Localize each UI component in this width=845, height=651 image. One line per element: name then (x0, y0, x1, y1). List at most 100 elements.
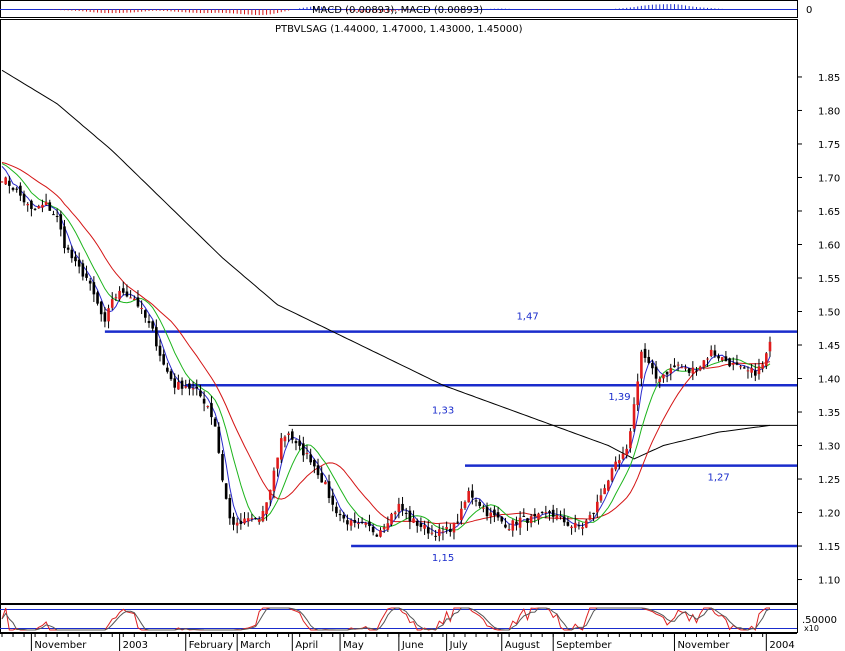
price-bar-body (731, 362, 735, 365)
price-bar-body (342, 514, 346, 519)
y-tick-label: 1.50 (818, 308, 840, 319)
price-bar-body (463, 501, 467, 508)
price-bar-body (713, 350, 717, 356)
price-bar-body (651, 363, 654, 369)
price-bar-body (540, 511, 544, 513)
price-bar-body (324, 481, 327, 485)
price-bar-body (573, 522, 577, 528)
price-bar-body (412, 518, 415, 523)
macd-label: MACD (0.00893), MACD (0.00893) (312, 5, 483, 16)
price-bar-body (173, 378, 177, 388)
price-bar-body (265, 502, 268, 515)
price-bar-body (474, 500, 478, 502)
x-tick-label: 2004 (769, 640, 794, 651)
price-bar-body (607, 480, 610, 491)
level-label: 1,47 (516, 312, 538, 323)
x-tick-label: June (401, 640, 424, 651)
oscillator-pane-frame (0, 604, 798, 633)
price-bar-body (136, 297, 140, 307)
y-tick-label: 1.15 (818, 542, 840, 553)
price-bar-body (401, 503, 404, 511)
price-bar-body (746, 370, 750, 372)
price-bar-body (735, 362, 739, 365)
price-bar-body (121, 288, 125, 293)
price-bar-body (33, 208, 37, 210)
y-tick-label: 1.60 (818, 240, 840, 251)
x-tick-label: 2003 (123, 640, 148, 651)
price-bar-body (717, 356, 720, 359)
price-bar-body (287, 433, 290, 435)
price-bar-body (166, 367, 169, 372)
x-tick-label: August (505, 640, 540, 651)
price-bar-body (709, 349, 713, 356)
price-bar-body (195, 386, 199, 389)
price-bar-body (346, 520, 349, 525)
price-bar-body (415, 521, 419, 526)
price-bar-body (603, 488, 606, 495)
price-bar-body (52, 214, 55, 216)
price-bar-body (654, 366, 658, 379)
price-bar-body (515, 521, 518, 525)
price-bar-body (452, 522, 456, 533)
price-bar-body (66, 247, 70, 250)
price-bar-body (489, 512, 493, 517)
price-bar-body (118, 290, 121, 300)
macd-histogram (45, 4, 771, 16)
price-bar-body (169, 371, 173, 380)
price-bar-body (191, 388, 195, 390)
price-bar-body (430, 532, 434, 534)
oscillator-signal-line (1, 607, 771, 631)
price-bar-body (423, 524, 426, 529)
price-bar-body (629, 431, 632, 449)
price-bar-body (529, 516, 533, 524)
price-bar-body (81, 263, 85, 277)
price-bar-body (537, 513, 540, 520)
price-bar-body (202, 398, 206, 404)
moving-averages (1, 69, 771, 534)
price-bar-body (147, 320, 151, 324)
price-bar-body (290, 431, 294, 440)
price-bar-body (107, 308, 110, 322)
price-bar-body (687, 368, 691, 373)
price-bar-body (235, 522, 239, 526)
price-bar-body (140, 307, 143, 309)
price-bar-body (213, 418, 217, 427)
price-bar-body (570, 526, 573, 529)
price-bar-body (199, 390, 202, 397)
price-bar-body (471, 490, 474, 498)
price-bar-body (360, 521, 364, 523)
price-bar-body (151, 321, 154, 329)
price-bar-body (103, 312, 107, 322)
price-bar-body (548, 511, 551, 514)
price-bar-body (504, 524, 507, 528)
price-bar-body (555, 515, 559, 520)
price-bar-body (70, 249, 74, 259)
y-tick-label: 1.35 (818, 408, 840, 419)
price-bar-body (437, 529, 441, 536)
price-bar-body (728, 358, 731, 367)
y-tick-label: 1.30 (818, 442, 840, 453)
price-bar-body (349, 520, 353, 526)
price-bar-body (279, 438, 283, 460)
price-bar-body (228, 498, 232, 519)
oscillator-tick-label: .50000 (802, 615, 837, 626)
price-bar-body (217, 426, 221, 453)
ma-blue-line (1, 166, 771, 534)
scale-note: x10 (804, 624, 819, 633)
price-bar-body (551, 509, 555, 517)
price-bar-body (96, 292, 99, 304)
price-bar-body (210, 403, 213, 418)
price-bar-body (48, 202, 52, 211)
price-bar-body (698, 366, 702, 371)
y-tick-label: 1.45 (818, 341, 840, 352)
price-bar-body (599, 495, 603, 501)
price-bar-body (739, 366, 742, 368)
macd-pane: MACD (0.00893), MACD (0.00893) 0 (0, 0, 812, 18)
ma-green-line (1, 163, 771, 532)
price-bar-body (129, 297, 132, 299)
price-bar-body (768, 341, 772, 352)
price-bar-body (250, 518, 254, 520)
macd-zero-tick-label: 0 (806, 5, 812, 16)
price-bar-body (221, 454, 224, 481)
price-bar-body (632, 404, 636, 429)
